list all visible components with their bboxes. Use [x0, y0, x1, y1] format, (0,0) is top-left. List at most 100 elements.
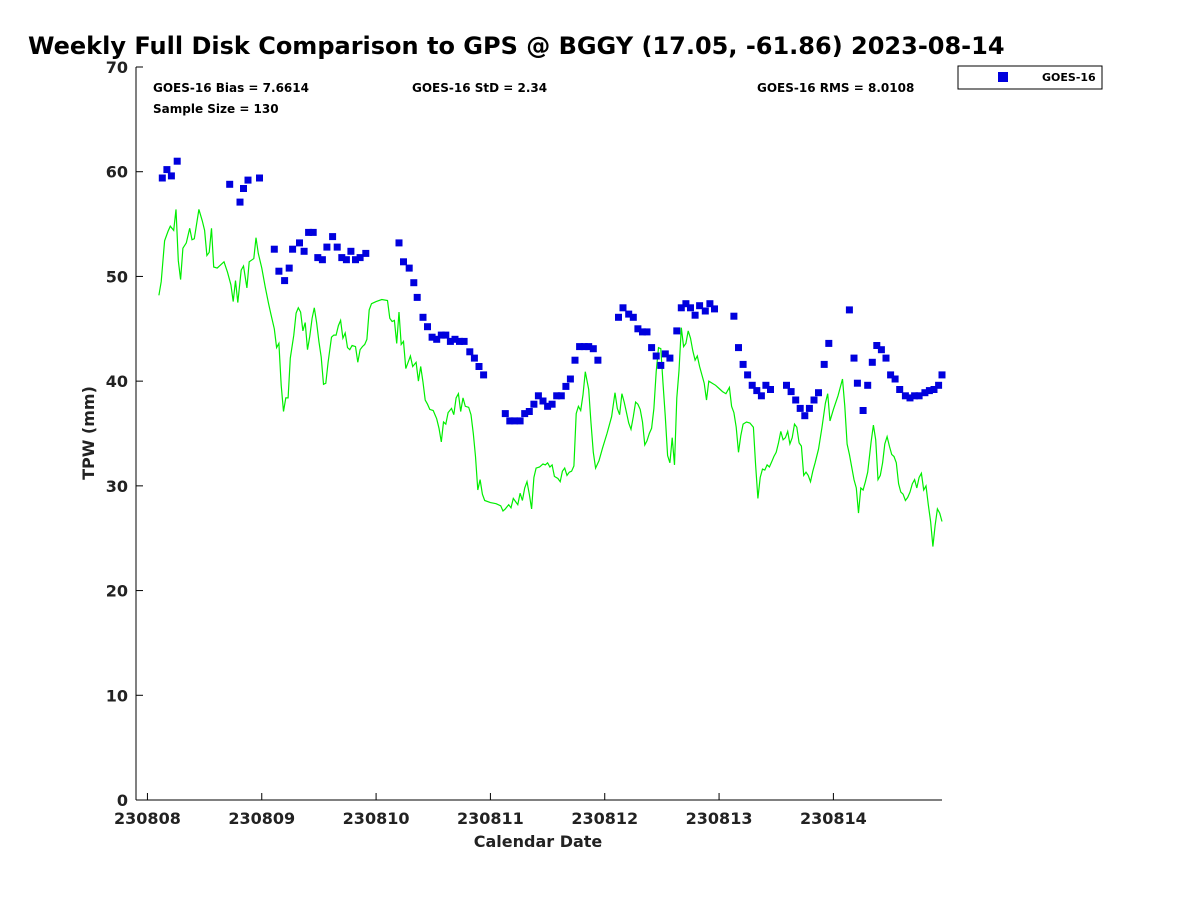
goes16-point: [796, 404, 804, 412]
goes16-point: [757, 392, 765, 400]
gps-tpw-line: [158, 209, 943, 547]
goes16-point: [868, 358, 876, 366]
goes16-point: [451, 335, 459, 343]
goes16-point: [666, 354, 674, 362]
y-ticks: 0 10 20 30 40 50 60 70: [106, 58, 143, 810]
goes16-point: [460, 337, 468, 345]
goes16-point: [873, 342, 881, 349]
y-tick-label: 0: [117, 791, 128, 810]
x-tick-label: 230812: [571, 809, 638, 828]
goes16-point: [410, 279, 418, 287]
x-tick-label: 230809: [228, 809, 295, 828]
goes16-point: [521, 410, 529, 418]
goes16-point: [652, 352, 660, 360]
goes16-point: [706, 300, 714, 308]
goes16-point: [589, 345, 597, 353]
goes16-point: [585, 343, 593, 351]
goes16-point: [433, 335, 441, 343]
goes16-point: [562, 382, 570, 390]
goes16-point: [424, 323, 431, 331]
series-layer: [158, 157, 946, 547]
goes16-point: [539, 397, 547, 405]
x-tick-label: 230811: [457, 809, 524, 828]
goes16-point: [887, 371, 895, 379]
goes16-point: [735, 344, 742, 352]
goes16-point: [677, 304, 685, 312]
goes16-point: [661, 350, 669, 358]
goes16-point: [466, 348, 474, 356]
y-tick-label: 60: [106, 163, 128, 182]
goes16-point: [236, 198, 244, 206]
goes16-point: [625, 310, 633, 318]
goes16-point: [510, 417, 518, 425]
goes16-point: [338, 254, 346, 262]
goes16-point: [437, 331, 445, 339]
goes16-point: [305, 228, 313, 236]
goes16-point: [475, 363, 483, 370]
goes16-point: [850, 354, 858, 362]
goes16-point: [753, 387, 761, 395]
y-tick-label: 50: [106, 267, 128, 286]
goes16-point: [275, 267, 283, 275]
goes16-point: [810, 396, 818, 404]
goes16-point: [711, 305, 718, 313]
x-axis-label: Calendar Date: [474, 832, 603, 851]
goes16-point: [619, 304, 627, 312]
goes16-point: [643, 328, 651, 336]
x-tick-label: 230808: [114, 809, 181, 828]
goes16-point: [405, 264, 413, 272]
goes16-point: [362, 249, 370, 257]
goes16-point: [506, 417, 514, 425]
goes16-point: [240, 185, 247, 192]
goes16-point: [925, 387, 933, 395]
goes16-point: [935, 381, 943, 389]
goes16-point: [744, 371, 752, 379]
goes16-point: [244, 176, 252, 184]
goes16-point: [163, 166, 171, 174]
goes16-point: [696, 302, 704, 310]
goes16-point: [300, 247, 308, 255]
goes16-point: [352, 256, 359, 264]
goes16-point: [930, 386, 938, 393]
goes16-point: [845, 306, 853, 314]
x-ticks: 230808 230809 230810 230811 230812 230813 2308…: [114, 793, 867, 828]
goes16-point: [783, 381, 790, 389]
goes16-point: [576, 343, 584, 351]
goes16-point: [296, 239, 303, 247]
goes16-point: [226, 180, 234, 188]
y-tick-label: 20: [106, 582, 128, 601]
goes16-point: [882, 354, 890, 362]
goes16-point: [691, 311, 699, 319]
goes16-point: [281, 277, 289, 285]
goes16-point: [548, 400, 556, 408]
chart-title: Weekly Full Disk Comparison to GPS @ BGG…: [28, 32, 1005, 60]
goes16-point: [730, 312, 738, 320]
y-tick-label: 10: [106, 686, 128, 705]
goes16-point: [566, 375, 574, 383]
goes16-point: [901, 392, 909, 400]
goes16-point: [333, 243, 341, 251]
goes16-point: [158, 174, 166, 182]
x-tick-label: 230814: [800, 809, 867, 828]
goes16-point: [173, 157, 181, 165]
goes16-point: [820, 360, 828, 368]
goes16-point: [639, 328, 646, 336]
goes16-point: [891, 375, 899, 383]
goes16-point: [501, 410, 509, 418]
goes16-point: [805, 404, 813, 412]
legend-box: [957, 65, 1103, 90]
goes16-point: [285, 264, 293, 272]
y-tick-label: 40: [106, 372, 128, 391]
goes16-point: [557, 392, 565, 400]
goes16-point: [309, 228, 317, 236]
goes16-point: [470, 354, 478, 362]
goes16-point: [787, 388, 795, 396]
goes16-point: [767, 386, 774, 393]
goes16-point: [456, 337, 463, 345]
goes16-point: [906, 394, 914, 402]
goes16-point: [701, 307, 709, 315]
goes16-point: [594, 356, 602, 364]
goes16-point: [442, 331, 450, 339]
goes16-point: [270, 245, 278, 253]
